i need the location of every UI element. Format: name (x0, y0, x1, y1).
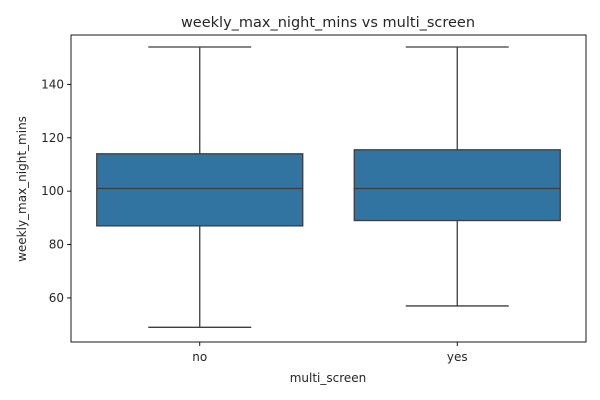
y-tick-label: 60 (49, 291, 64, 305)
x-axis-title: multi_screen (290, 371, 367, 385)
y-tick-label: 80 (49, 238, 64, 252)
plot-frame (70, 34, 587, 343)
box-no (96, 153, 304, 227)
y-axis-title: weekly_max_night_mins (15, 116, 29, 262)
chart-title: weekly_max_night_mins vs multi_screen (181, 15, 475, 31)
y-tick-label: 120 (41, 131, 64, 145)
y-tick-label: 100 (41, 184, 64, 198)
box-yes (353, 149, 561, 222)
plot-area: 60 80 100 120 140 no yes (41, 34, 587, 364)
x-tick-label: no (192, 350, 207, 364)
y-tick-label: 140 (41, 77, 64, 91)
x-tick-label: yes (447, 350, 468, 364)
